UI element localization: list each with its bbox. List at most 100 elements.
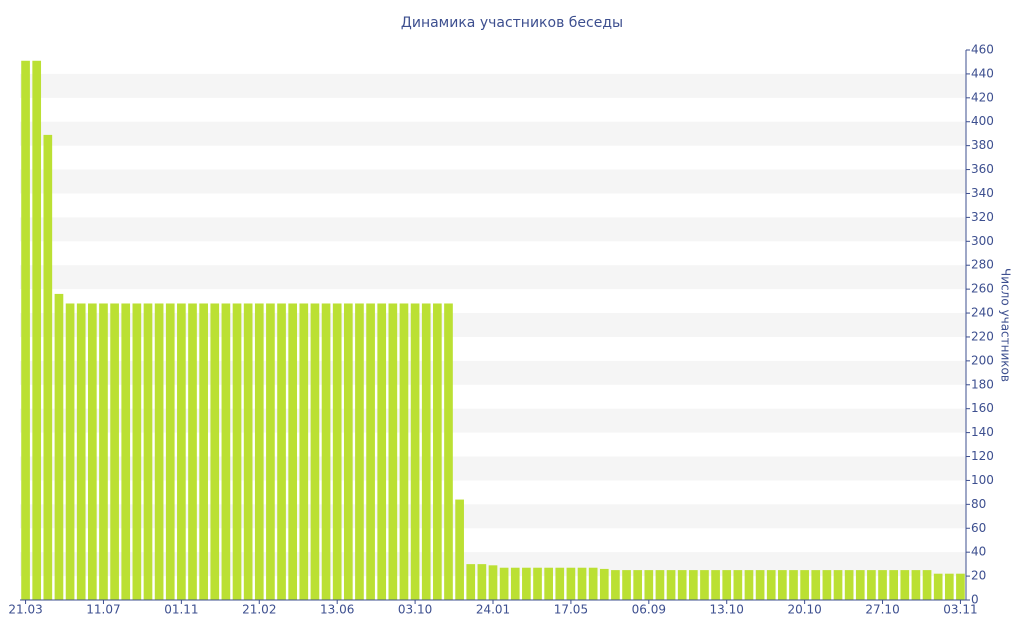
bar: [466, 564, 476, 600]
y-tick-label: 340: [971, 186, 994, 200]
bar: [488, 565, 498, 600]
bar: [911, 570, 921, 600]
bar: [922, 570, 932, 600]
bar: [855, 570, 865, 600]
bar: [933, 573, 943, 600]
y-tick-label: 380: [971, 138, 994, 152]
bar: [388, 303, 398, 600]
x-tick-label: 24.01: [476, 603, 510, 617]
y-tick-label: 420: [971, 90, 994, 104]
bar: [110, 303, 119, 600]
bar: [355, 303, 364, 600]
bar: [88, 303, 97, 600]
bar: [65, 303, 75, 600]
bar: [277, 303, 286, 600]
x-tick-label: 11.07: [86, 603, 120, 617]
bar: [755, 570, 765, 600]
y-tick-label: 80: [971, 497, 986, 511]
y-tick-label: 440: [971, 66, 994, 80]
bar: [644, 570, 654, 600]
bar: [21, 60, 30, 601]
bar: [811, 570, 821, 600]
bar: [522, 567, 531, 600]
bar: [54, 293, 64, 600]
bar: [744, 570, 754, 600]
bar: [121, 303, 131, 600]
bar: [622, 570, 631, 600]
y-tick-label: 280: [971, 258, 994, 272]
bar: [822, 570, 832, 600]
bar: [188, 303, 197, 600]
y-tick-label: 260: [971, 282, 994, 296]
bar: [733, 570, 743, 600]
bar: [310, 303, 320, 600]
x-tick-label: 06.09: [632, 603, 666, 617]
bar: [766, 570, 776, 600]
y-axis-title: Число участников: [999, 268, 1013, 382]
bar: [688, 570, 698, 600]
x-tick-label: 03.10: [398, 603, 432, 617]
bar: [611, 570, 620, 600]
bar: [232, 303, 242, 600]
bar: [433, 303, 442, 600]
y-tick-label: 180: [971, 377, 994, 391]
y-tick-label: 160: [971, 401, 994, 415]
bar: [666, 570, 676, 600]
x-tick-label: 03.11: [943, 603, 977, 617]
bar: [789, 570, 798, 600]
bar: [32, 60, 42, 601]
bar: [577, 567, 587, 600]
bar: [477, 564, 487, 600]
bar: [844, 570, 854, 600]
bar: [299, 303, 309, 600]
bar: [421, 303, 431, 600]
y-tick-label: 300: [971, 234, 994, 248]
bar: [321, 303, 331, 600]
bar: [43, 134, 53, 601]
grid-band: [20, 121, 966, 146]
grid-band: [20, 217, 966, 242]
bar: [444, 303, 453, 600]
bar: [455, 499, 464, 600]
bar: [254, 303, 264, 600]
bar: [555, 567, 565, 600]
bar: [143, 303, 153, 600]
bar: [99, 303, 108, 600]
bar: [878, 570, 887, 600]
bar: [332, 303, 342, 600]
bar: [944, 573, 954, 600]
y-tick-label: 140: [971, 425, 994, 439]
bar: [833, 570, 843, 600]
bar: [867, 570, 876, 600]
y-tick-label: 0: [971, 593, 979, 607]
bar: [221, 303, 231, 600]
bar: [377, 303, 387, 600]
bar: [366, 303, 375, 600]
grid-band: [20, 73, 966, 98]
bar: [956, 573, 965, 600]
x-tick-label: 01.11: [164, 603, 198, 617]
y-tick-label: 400: [971, 114, 994, 128]
y-tick-label: 40: [971, 545, 986, 559]
x-tick-label: 21.03: [8, 603, 42, 617]
bar: [165, 303, 175, 600]
bar: [266, 303, 275, 600]
bar: [199, 303, 208, 600]
bar: [177, 303, 186, 600]
y-tick-label: 200: [971, 353, 994, 367]
bar: [711, 570, 720, 600]
x-tick-label: 20.10: [787, 603, 821, 617]
bar: [700, 570, 709, 600]
chart-title: Динамика участников беседы: [401, 15, 623, 31]
bar: [900, 570, 910, 600]
bar: [677, 570, 687, 600]
y-tick-label: 460: [971, 43, 994, 57]
y-tick-label: 120: [971, 449, 994, 463]
bar: [800, 570, 809, 600]
bar: [633, 570, 643, 600]
y-tick-label: 320: [971, 210, 994, 224]
grid-band: [20, 265, 966, 290]
y-tick-label: 20: [971, 569, 986, 583]
bar: [510, 567, 520, 600]
